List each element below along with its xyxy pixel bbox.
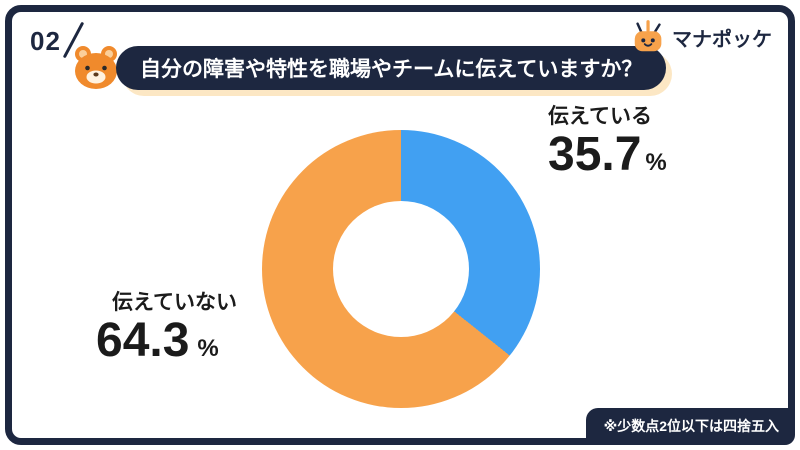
brand-logo-text: マナポッケ: [672, 28, 772, 51]
donut-hole: [333, 201, 469, 337]
brand-logo: マナポッケ: [630, 18, 772, 56]
segment-value-number: 35.7: [548, 128, 642, 181]
page-title-text: 自分の障害や特性を職場やチームに伝えていますか？: [140, 58, 643, 81]
segment-value-unit: %: [645, 149, 667, 176]
manapokke-logo-icon: [634, 20, 662, 52]
footnote-badge: ※少数点2位以下は四捨五入: [585, 408, 795, 445]
segment-value-unit: %: [197, 335, 219, 362]
segment-value: 35.7%: [548, 128, 667, 181]
bear-mascot-icon: [72, 44, 120, 90]
segment-callout-not-told: 伝えていない 64.3%: [96, 286, 237, 366]
donut-chart: [262, 130, 540, 408]
segment-callout-told: 伝えている 35.7%: [548, 100, 667, 180]
segment-value: 64.3%: [96, 314, 237, 367]
segment-label: 伝えていない: [112, 291, 237, 314]
segment-label: 伝えている: [548, 105, 652, 128]
segment-value-number: 64.3: [96, 314, 190, 367]
page-title: 自分の障害や特性を職場やチームに伝えていますか？: [116, 46, 667, 90]
page-number: 02: [30, 26, 61, 56]
